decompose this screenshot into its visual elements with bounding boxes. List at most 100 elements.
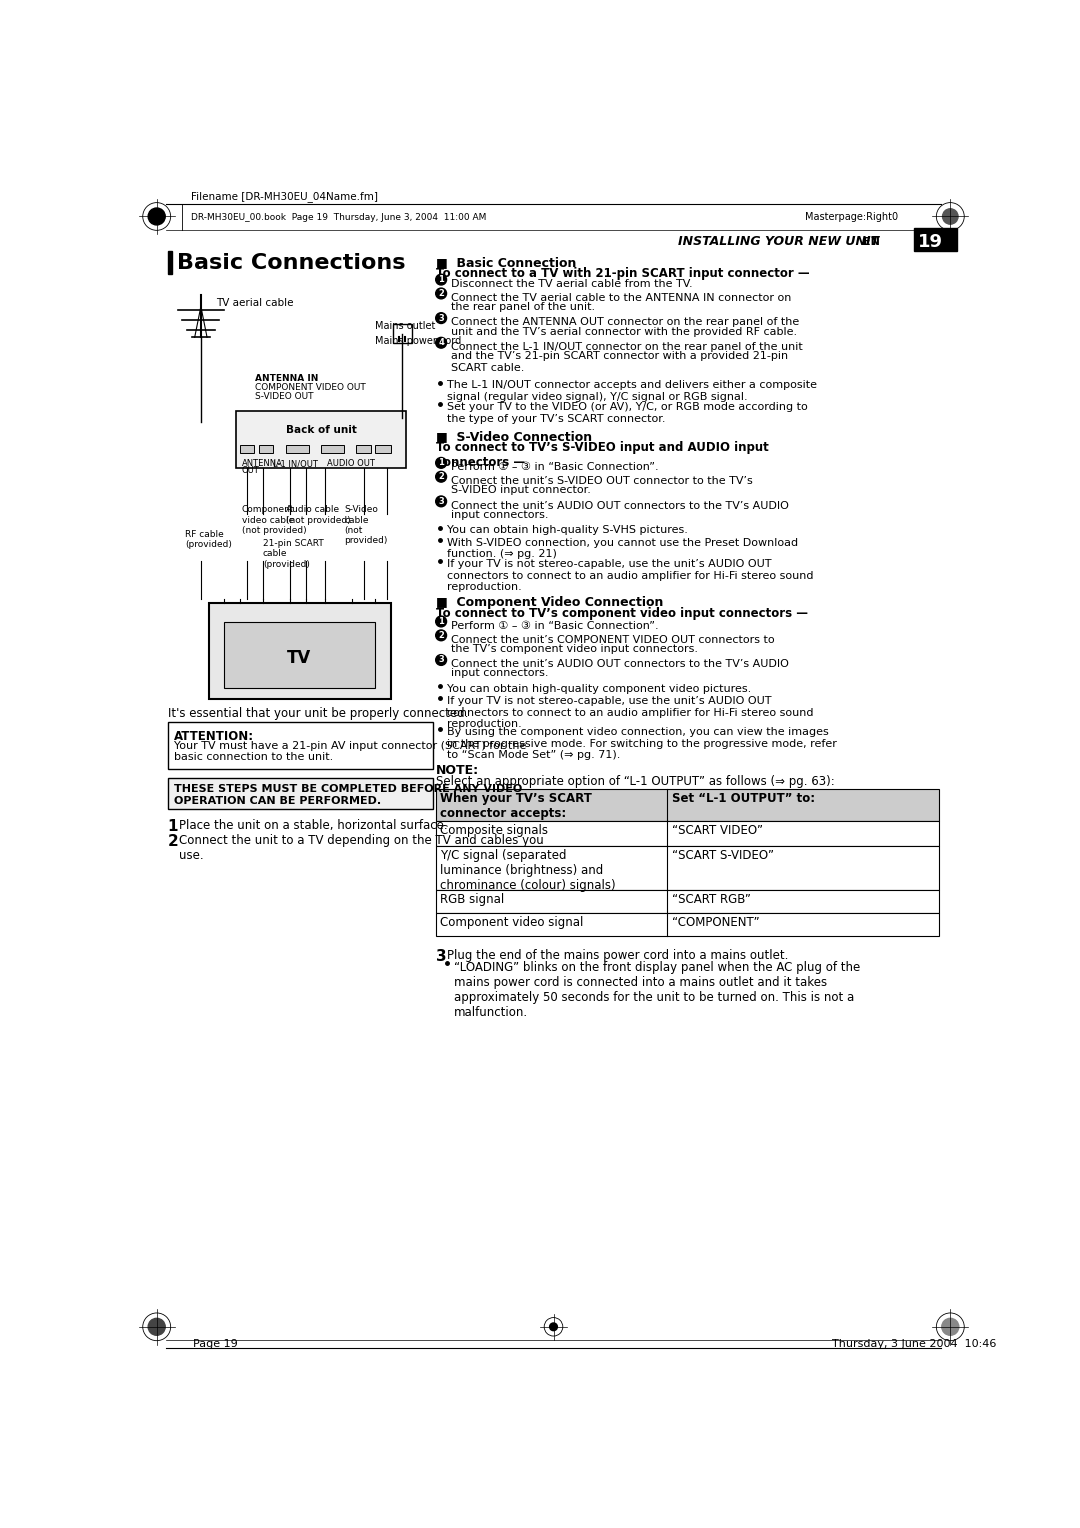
- Bar: [435, 821, 940, 845]
- Text: ■  Component Video Connection: ■ Component Video Connection: [435, 596, 663, 610]
- Circle shape: [435, 289, 446, 299]
- Circle shape: [435, 274, 446, 286]
- Circle shape: [435, 471, 446, 483]
- Text: TV: TV: [287, 649, 311, 668]
- Text: Connect the TV aerial cable to the ANTENNA IN connector on: Connect the TV aerial cable to the ANTEN…: [451, 293, 792, 303]
- Text: AUDIO OUT: AUDIO OUT: [327, 458, 375, 468]
- Text: Connect the unit’s AUDIO OUT connectors to the TV’s AUDIO: Connect the unit’s AUDIO OUT connectors …: [451, 501, 789, 510]
- Text: 3: 3: [438, 497, 444, 506]
- Text: Connect the unit’s COMPONENT VIDEO OUT connectors to: Connect the unit’s COMPONENT VIDEO OUT c…: [451, 634, 774, 645]
- Text: OUT: OUT: [242, 466, 259, 475]
- Text: “COMPONENT”: “COMPONENT”: [672, 917, 759, 929]
- Text: 21-pin SCART
cable
(provided): 21-pin SCART cable (provided): [262, 539, 324, 568]
- Text: Your TV must have a 21-pin AV input connector (SCART) for the
basic connection t: Your TV must have a 21-pin AV input conn…: [174, 741, 526, 762]
- Text: ■  Basic Connection: ■ Basic Connection: [435, 257, 576, 269]
- Text: Connect the unit’s S-VIDEO OUT connector to the TV’s: Connect the unit’s S-VIDEO OUT connector…: [451, 475, 753, 486]
- Circle shape: [943, 209, 958, 225]
- Text: S-VIDEO OUT: S-VIDEO OUT: [255, 393, 313, 402]
- Text: the TV’s component video input connectors.: the TV’s component video input connector…: [451, 643, 698, 654]
- Text: and the TV’s 21-pin SCART connector with a provided 21-pin
SCART cable.: and the TV’s 21-pin SCART connector with…: [451, 351, 788, 373]
- Text: DR-MH30EU_00.book  Page 19  Thursday, June 3, 2004  11:00 AM: DR-MH30EU_00.book Page 19 Thursday, June…: [191, 212, 486, 222]
- Text: Plug the end of the mains power cord into a mains outlet.: Plug the end of the mains power cord int…: [446, 949, 788, 961]
- Text: 19: 19: [918, 232, 943, 251]
- Text: 3: 3: [438, 656, 444, 665]
- Text: L-1 IN/OUT: L-1 IN/OUT: [273, 458, 318, 468]
- Text: S-VIDEO input connector.: S-VIDEO input connector.: [451, 486, 591, 495]
- Circle shape: [435, 457, 446, 468]
- Circle shape: [435, 497, 446, 507]
- Text: 2: 2: [438, 289, 444, 298]
- Text: 1: 1: [167, 819, 178, 834]
- Bar: [435, 845, 940, 891]
- Text: Masterpage:Right0: Masterpage:Right0: [806, 212, 899, 222]
- Text: 1: 1: [438, 458, 444, 468]
- Circle shape: [942, 1319, 959, 1335]
- Bar: [225, 622, 375, 688]
- Text: Perform ① – ③ in “Basic Connection”.: Perform ① – ③ in “Basic Connection”.: [451, 620, 659, 631]
- Text: Y/C signal (separated
luminance (brightness) and
chrominance (colour) signals): Y/C signal (separated luminance (brightn…: [441, 848, 616, 892]
- Text: “SCART S-VIDEO”: “SCART S-VIDEO”: [672, 848, 774, 862]
- Text: Component
video cable
(not provided): Component video cable (not provided): [242, 506, 307, 535]
- Text: Filename [DR-MH30EU_04Name.fm]: Filename [DR-MH30EU_04Name.fm]: [191, 191, 378, 202]
- Text: “LOADING” blinks on the front display panel when the AC plug of the
mains power : “LOADING” blinks on the front display pa…: [455, 961, 861, 1019]
- Text: input connectors.: input connectors.: [451, 668, 549, 678]
- Text: ANTENNA: ANTENNA: [242, 458, 283, 468]
- Text: To connect to TV’s component video input connectors —: To connect to TV’s component video input…: [435, 607, 808, 620]
- Bar: [375, 445, 391, 452]
- Text: Select an appropriate option of “L-1 OUTPUT” as follows (⇒ pg. 63):: Select an appropriate option of “L-1 OUT…: [435, 775, 835, 788]
- Text: input connectors.: input connectors.: [451, 510, 549, 520]
- Circle shape: [435, 616, 446, 626]
- Text: If your TV is not stereo-capable, use the unit’s AUDIO OUT
connectors to connect: If your TV is not stereo-capable, use th…: [446, 697, 813, 729]
- Text: 2: 2: [438, 472, 444, 481]
- Bar: [240, 445, 254, 452]
- Text: NOTE:: NOTE:: [435, 764, 478, 776]
- Text: 4: 4: [438, 338, 444, 347]
- Text: Thursday, 3 June 2004  10:46: Thursday, 3 June 2004 10:46: [833, 1339, 997, 1349]
- Text: ANTENNA IN: ANTENNA IN: [255, 374, 319, 382]
- Text: You can obtain high-quality S-VHS pictures.: You can obtain high-quality S-VHS pictur…: [446, 526, 688, 535]
- Text: TV aerial cable: TV aerial cable: [216, 298, 294, 307]
- Text: 1: 1: [438, 617, 444, 626]
- Text: Connect the ANTENNA OUT connector on the rear panel of the: Connect the ANTENNA OUT connector on the…: [451, 318, 799, 327]
- Text: Page 19: Page 19: [193, 1339, 238, 1349]
- Text: COMPONENT VIDEO OUT: COMPONENT VIDEO OUT: [255, 384, 366, 391]
- Text: Place the unit on a stable, horizontal surface.: Place the unit on a stable, horizontal s…: [179, 819, 448, 831]
- Bar: [235, 411, 406, 468]
- Text: unit and the TV’s aerial connector with the provided RF cable.: unit and the TV’s aerial connector with …: [451, 327, 797, 336]
- Text: Connect the unit to a TV depending on the TV and cables you
use.: Connect the unit to a TV depending on th…: [179, 834, 544, 862]
- Text: S-Video
cable
(not
provided): S-Video cable (not provided): [345, 506, 388, 545]
- Circle shape: [148, 1319, 165, 1335]
- Circle shape: [435, 630, 446, 640]
- Bar: [167, 251, 172, 274]
- Circle shape: [435, 654, 446, 665]
- Text: Basic Connections: Basic Connections: [177, 254, 405, 274]
- Text: 3: 3: [435, 949, 446, 964]
- Text: RGB signal: RGB signal: [441, 894, 504, 906]
- Text: With S-VIDEO connection, you cannot use the Preset Download
function. (⇒ pg. 21): With S-VIDEO connection, you cannot use …: [446, 538, 798, 559]
- Text: Disconnect the TV aerial cable from the TV.: Disconnect the TV aerial cable from the …: [451, 278, 693, 289]
- Bar: [208, 604, 391, 700]
- Text: ■  S-Video Connection: ■ S-Video Connection: [435, 429, 592, 443]
- Text: Connect the unit’s AUDIO OUT connectors to the TV’s AUDIO: Connect the unit’s AUDIO OUT connectors …: [451, 659, 789, 669]
- Text: EN: EN: [864, 237, 880, 248]
- Text: The L-1 IN/OUT connector accepts and delivers either a composite
signal (regular: The L-1 IN/OUT connector accepts and del…: [446, 380, 816, 402]
- Text: “SCART RGB”: “SCART RGB”: [672, 894, 751, 906]
- Bar: [356, 445, 372, 452]
- Text: ATTENTION:: ATTENTION:: [174, 730, 254, 743]
- Bar: [167, 723, 433, 769]
- Bar: [914, 228, 957, 251]
- Text: 3: 3: [438, 313, 444, 322]
- Text: “SCART VIDEO”: “SCART VIDEO”: [672, 824, 764, 837]
- Circle shape: [435, 313, 446, 324]
- Bar: [435, 891, 940, 914]
- Bar: [286, 445, 309, 452]
- Text: By using the component video connection, you can view the images
in the progress: By using the component video connection,…: [446, 727, 836, 761]
- Text: Connect the L-1 IN/OUT connector on the rear panel of the unit: Connect the L-1 IN/OUT connector on the …: [451, 342, 802, 351]
- Circle shape: [435, 338, 446, 348]
- Text: Back of unit: Back of unit: [285, 425, 356, 435]
- Text: THESE STEPS MUST BE COMPLETED BEFORE ANY VIDEO
OPERATION CAN BE PERFORMED.: THESE STEPS MUST BE COMPLETED BEFORE ANY…: [174, 784, 522, 805]
- Text: It's essential that your unit be properly connected.: It's essential that your unit be properl…: [167, 706, 468, 720]
- Text: 1: 1: [438, 275, 444, 284]
- Text: Component video signal: Component video signal: [441, 917, 583, 929]
- Text: You can obtain high-quality component video pictures.: You can obtain high-quality component vi…: [446, 685, 751, 694]
